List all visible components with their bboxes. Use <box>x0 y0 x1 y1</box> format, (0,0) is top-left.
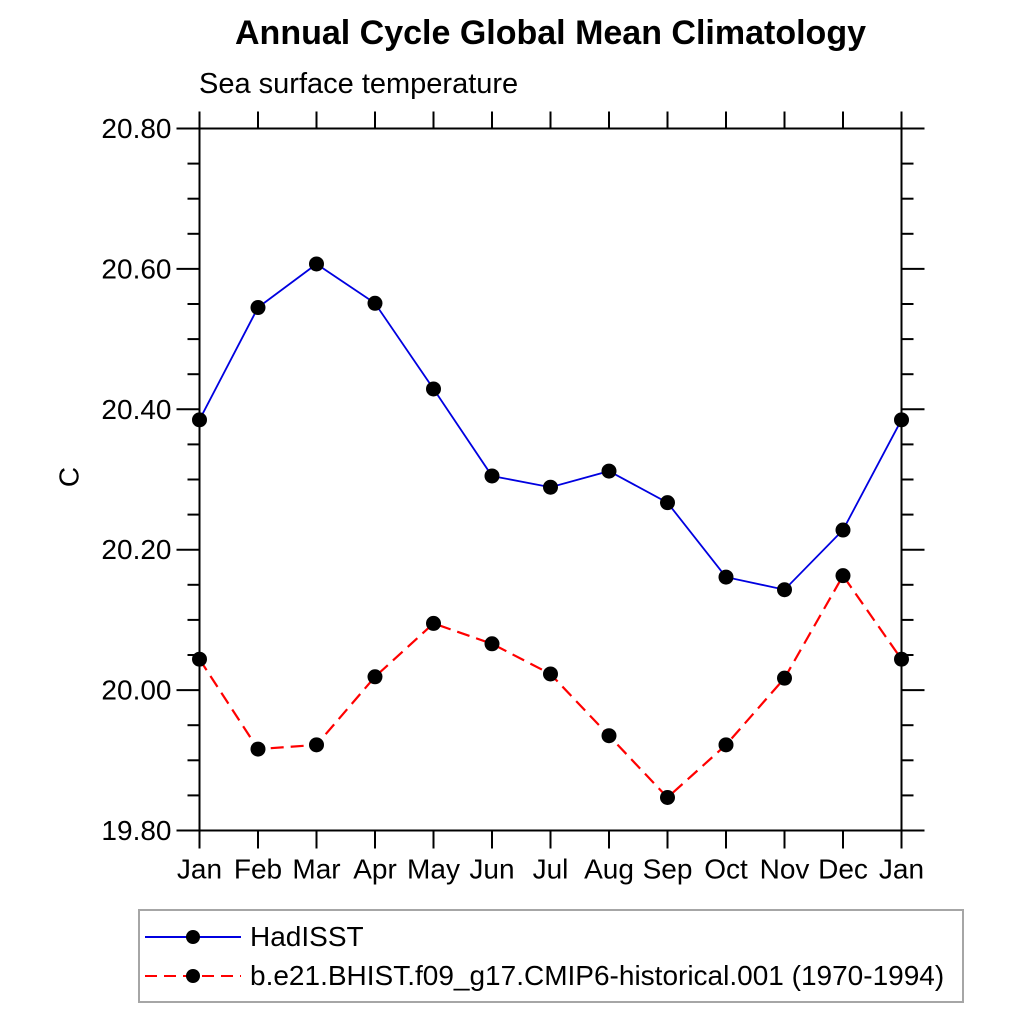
legend-label: HadISST <box>250 921 364 952</box>
x-axis-ticks: Jan Feb Mar Apr May Jun Jul Aug Sep Oct Nov Dec Jan <box>177 111 924 885</box>
x-tick-label: May <box>407 854 460 885</box>
y-tick-label: 20.20 <box>101 534 171 565</box>
y-tick-label: 20.40 <box>101 394 171 425</box>
y-tick-label: 20.00 <box>101 675 171 706</box>
x-tick-label: Jan <box>177 854 222 885</box>
x-tick-label: Jun <box>469 854 514 885</box>
legend-item-cmip6: b.e21.BHIST.f09_g17.CMIP6-historical.001… <box>140 961 944 991</box>
x-tick-label: Jul <box>533 854 569 885</box>
y-axis-title: C <box>54 467 85 487</box>
series-line-0 <box>198 262 903 591</box>
y-tick-label: 19.80 <box>101 815 171 846</box>
x-tick-label: Nov <box>760 854 810 885</box>
x-tick-label: Dec <box>818 854 868 885</box>
x-tick-label: Aug <box>584 854 634 885</box>
legend-line-sample-solid <box>145 930 241 944</box>
x-tick-label: Sep <box>643 854 693 885</box>
legend-label: b.e21.BHIST.f09_g17.CMIP6-historical.001… <box>250 960 945 991</box>
x-tick-label: Oct <box>704 854 748 885</box>
legend-line-sample-dashed <box>145 969 241 983</box>
x-tick-label: Apr <box>353 854 397 885</box>
legend-item-hadisst: HadISST <box>140 922 364 952</box>
x-tick-label: Mar <box>292 854 340 885</box>
legend-sample-marker-0 <box>186 930 200 944</box>
legend-box: HadISST b.e21.BHIST.f09_g17.CMIP6-histor… <box>138 909 964 1003</box>
chart-subtitle: Sea surface temperature <box>199 68 519 100</box>
series-markers-1 <box>192 568 909 806</box>
y-tick-label: 20.60 <box>101 253 171 284</box>
series-line-1 <box>198 573 903 800</box>
x-tick-label: Jan <box>879 854 924 885</box>
legend-sample-marker-1 <box>186 969 200 983</box>
x-tick-label: Feb <box>234 854 282 885</box>
plot-border <box>198 127 903 832</box>
chart-title: Annual Cycle Global Mean Climatology <box>235 14 866 52</box>
series-markers-0 <box>192 256 909 598</box>
y-tick-label: 20.80 <box>101 113 171 144</box>
